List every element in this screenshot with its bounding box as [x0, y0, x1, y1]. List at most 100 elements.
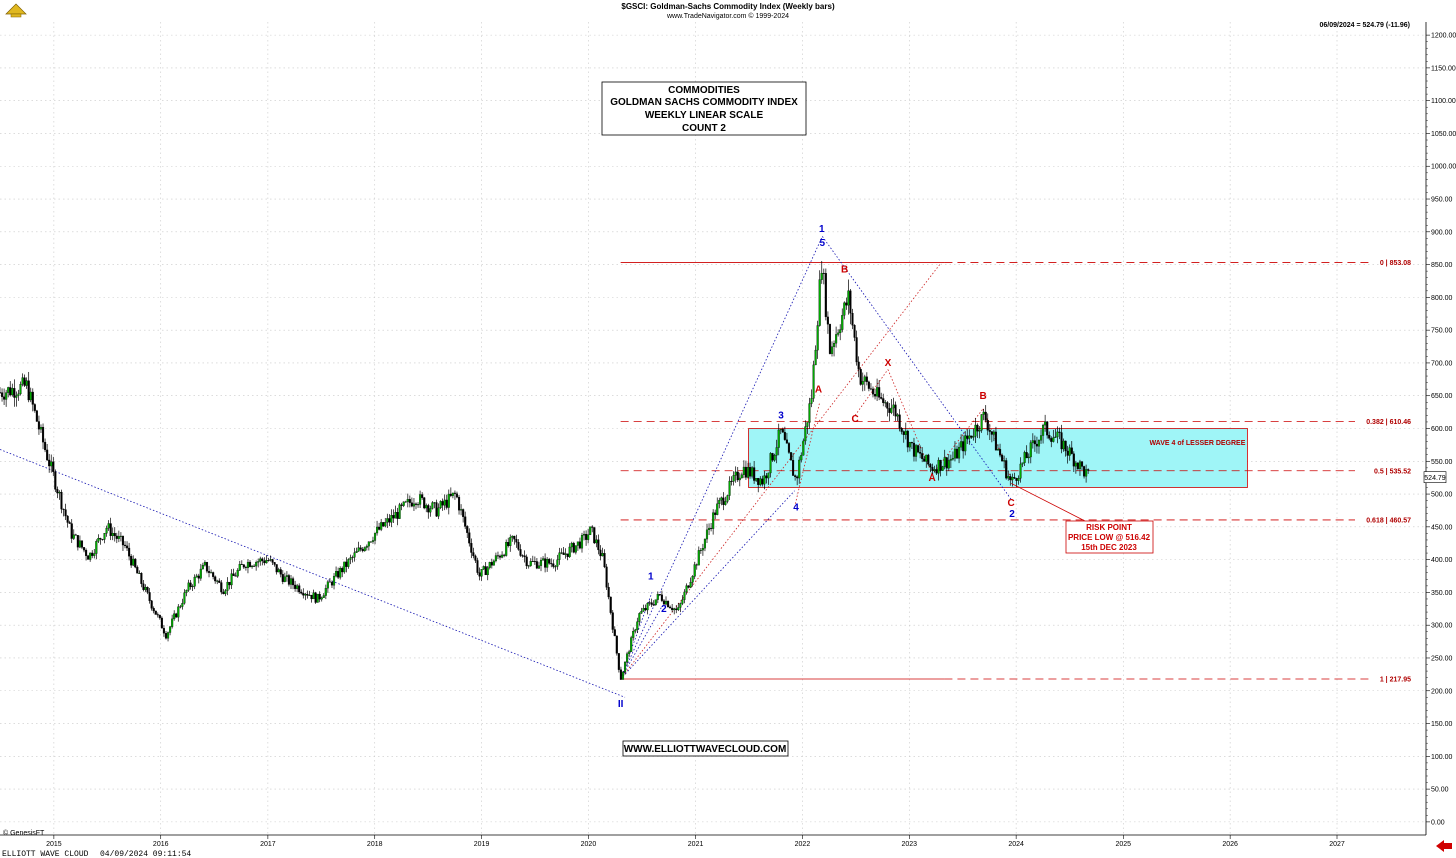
candle-body: [968, 436, 970, 439]
candle-body: [95, 541, 97, 553]
candle-body: [739, 478, 741, 480]
candle-body: [276, 564, 278, 572]
candle-body: [1028, 457, 1030, 458]
candle-body: [641, 611, 643, 613]
candle-body: [550, 563, 552, 564]
candle-body: [614, 629, 616, 635]
candle-body: [630, 638, 632, 652]
candle-body: [638, 613, 640, 621]
candle-body: [464, 517, 466, 527]
candle-body: [1022, 463, 1024, 464]
candle-body: [745, 467, 747, 477]
candle-body: [557, 560, 559, 567]
candle-body: [225, 591, 227, 594]
candle-body: [472, 553, 474, 556]
candle-body: [165, 633, 167, 638]
y-tick-label: 900.00: [1431, 229, 1453, 236]
candle-body: [327, 582, 329, 589]
candle-body: [134, 559, 136, 567]
candle-body: [800, 455, 802, 460]
candle-body: [522, 556, 524, 557]
candle-body: [28, 381, 30, 400]
candle-body: [888, 408, 890, 412]
candle-body: [839, 330, 841, 333]
candle-body: [405, 502, 407, 503]
candle-body: [290, 579, 292, 585]
candle-body: [171, 619, 173, 627]
candle-body: [538, 566, 540, 569]
candle-body: [159, 615, 161, 618]
candle-body: [362, 549, 364, 551]
candle-body: [686, 586, 688, 592]
wave-label: B: [841, 264, 848, 275]
candle-body: [333, 576, 335, 585]
candle-body: [216, 581, 218, 582]
candle-body: [788, 443, 790, 452]
candle-body: [591, 527, 593, 528]
candle-body: [34, 404, 36, 410]
candle-body: [850, 291, 852, 313]
candle-body: [296, 586, 298, 589]
candle-body: [177, 607, 179, 617]
candle-body: [253, 566, 255, 567]
y-tick-label: 650.00: [1431, 393, 1453, 400]
candle-body: [436, 503, 438, 517]
candle-body: [895, 405, 897, 416]
candle-body: [766, 476, 768, 478]
candle-body: [860, 369, 862, 384]
candle-body: [532, 561, 534, 562]
candle-body: [0, 392, 1, 393]
candle-body: [886, 403, 888, 409]
candle-body: [716, 504, 718, 515]
candle-body: [9, 387, 11, 395]
candle-body: [749, 467, 751, 476]
candle-body: [759, 479, 761, 485]
candle-body: [516, 539, 518, 542]
candle-body: [651, 603, 653, 605]
candle-body: [415, 504, 417, 505]
candle-body: [71, 524, 73, 539]
candle-body: [448, 494, 450, 508]
candle-body: [337, 571, 339, 577]
candle-body: [872, 389, 874, 394]
candle-body: [774, 455, 776, 460]
candle-body: [600, 550, 602, 556]
candle-body: [684, 592, 686, 600]
wave-label: X: [885, 358, 892, 369]
candle-body: [503, 555, 505, 556]
info-line-1: COMMODITIES: [668, 85, 740, 96]
candle-body: [1013, 477, 1015, 478]
candle-body: [306, 594, 308, 595]
candle-body: [921, 453, 923, 458]
candle-body: [559, 553, 561, 560]
candle-body: [747, 467, 749, 477]
candle-body: [1026, 452, 1028, 458]
candle-body: [321, 598, 323, 599]
candle-body: [501, 555, 503, 557]
candle-body: [458, 497, 460, 510]
candle-body: [585, 534, 587, 540]
candle-body: [411, 503, 413, 507]
candle-body: [626, 654, 628, 662]
candle-body: [964, 436, 966, 451]
candle-body: [364, 548, 366, 551]
candle-body: [198, 576, 200, 578]
candle-body: [222, 592, 224, 594]
candle-body: [352, 557, 354, 558]
candle-body: [565, 554, 567, 555]
risk-line-3: 15th DEC 2023: [1081, 543, 1137, 552]
candle-body: [583, 534, 585, 535]
candle-body: [83, 547, 85, 550]
candle-body: [966, 436, 968, 439]
candle-body: [825, 273, 827, 317]
candle-body: [542, 559, 544, 561]
y-tick-label: 1150.00: [1431, 65, 1456, 72]
candle-body: [491, 562, 493, 565]
y-tick-label: 300.00: [1431, 623, 1453, 630]
candle-body: [495, 556, 497, 561]
y-tick-label: 200.00: [1431, 688, 1453, 695]
candle-body: [1057, 432, 1059, 437]
y-tick-label: 0.00: [1431, 819, 1445, 826]
candle-body: [235, 576, 237, 577]
candle-body: [634, 630, 636, 631]
